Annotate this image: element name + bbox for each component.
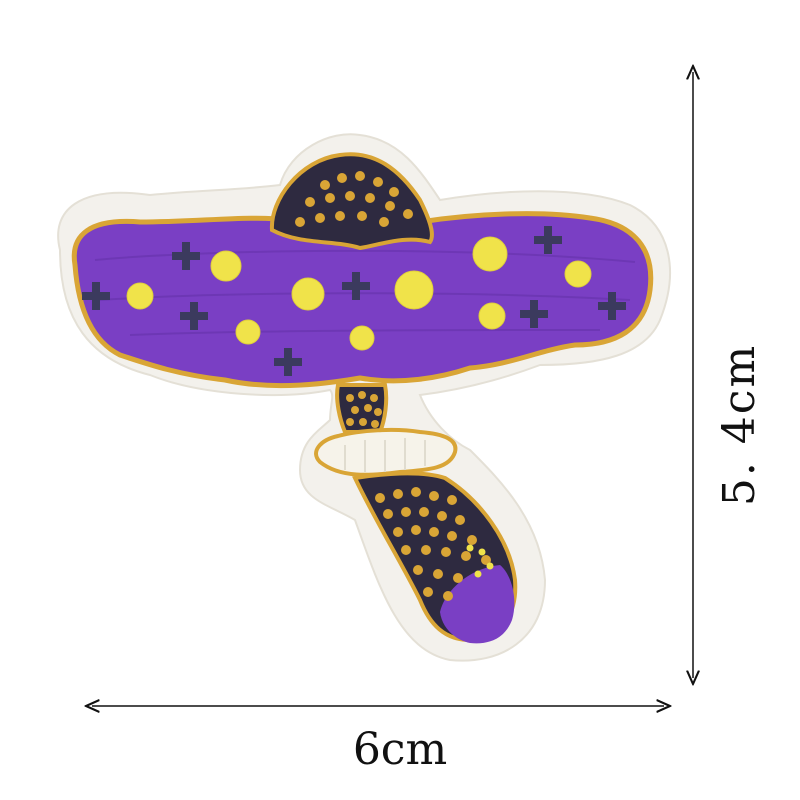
height-label: 5. 4cm: [718, 344, 762, 506]
width-label: 6cm: [330, 728, 470, 772]
